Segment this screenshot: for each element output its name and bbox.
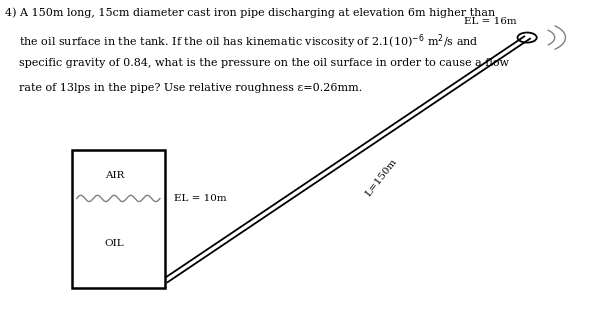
Bar [72,150,165,288]
Text: the oil surface in the tank. If the oil has kinematic viscosity of 2.1(10)$^{-6}: the oil surface in the tank. If the oil … [5,33,479,51]
Text: AIR: AIR [105,171,124,180]
Text: rate of 13lps in the pipe? Use relative roughness ε=0.26mm.: rate of 13lps in the pipe? Use relative … [5,83,362,93]
Text: specific gravity of 0.84, what is the pressure on the oil surface in order to ca: specific gravity of 0.84, what is the pr… [5,58,509,68]
Text: 4) A 150m long, 15cm diameter cast iron pipe discharging at elevation 6m higher : 4) A 150m long, 15cm diameter cast iron … [5,8,495,18]
Text: EL = 10m: EL = 10m [174,194,226,203]
Text: OIL: OIL [105,239,125,249]
Text: EL = 16m: EL = 16m [464,18,517,26]
Text: L=150m: L=150m [364,157,400,199]
